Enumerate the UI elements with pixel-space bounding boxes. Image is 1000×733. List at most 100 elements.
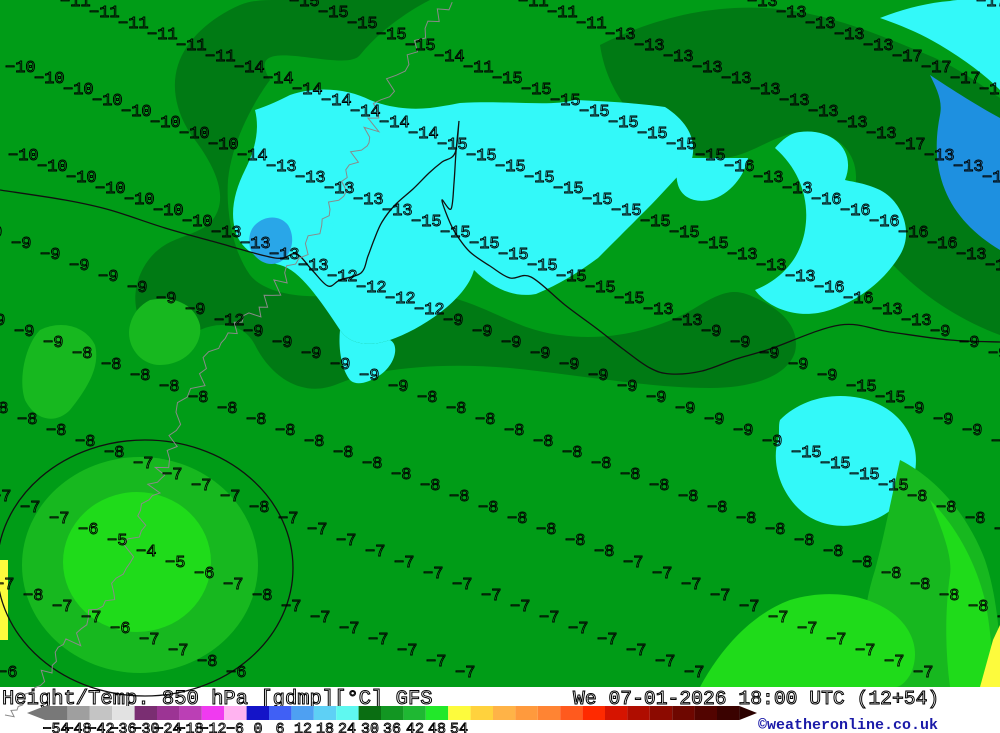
svg-text:−9: −9 [762, 433, 782, 452]
svg-text:−16: −16 [898, 224, 929, 243]
svg-text:−9: −9 [0, 224, 2, 243]
svg-text:−7: −7 [681, 576, 701, 595]
svg-text:−7: −7 [455, 664, 475, 683]
svg-text:18: 18 [316, 721, 334, 733]
svg-text:−15: −15 [878, 477, 909, 496]
svg-text:−15: −15 [640, 213, 671, 232]
svg-text:−7: −7 [539, 609, 559, 628]
svg-text:−7: −7 [49, 510, 69, 529]
svg-text:−9: −9 [959, 334, 979, 353]
svg-text:−8: −8 [72, 345, 92, 364]
svg-text:−10: −10 [150, 114, 181, 133]
svg-text:−9: −9 [962, 422, 982, 441]
svg-text:−8: −8 [736, 510, 756, 529]
svg-text:−10: −10 [179, 125, 210, 144]
svg-text:−15: −15 [846, 378, 877, 397]
svg-text:−14: −14 [292, 81, 323, 100]
svg-text:−7: −7 [739, 598, 759, 617]
svg-text:−13: −13 [382, 202, 413, 221]
svg-text:−9: −9 [98, 268, 118, 287]
svg-text:−13: −13 [240, 235, 271, 254]
svg-text:−13: −13 [269, 246, 300, 265]
svg-text:−8: −8 [594, 543, 614, 562]
svg-text:−17: −17 [947, 0, 978, 1]
svg-text:−13: −13 [985, 257, 1000, 276]
svg-text:−13: −13 [776, 4, 807, 23]
svg-text:−13: −13 [805, 15, 836, 34]
svg-text:−16: −16 [869, 213, 900, 232]
svg-text:−7: −7 [797, 620, 817, 639]
svg-text:−7: −7 [365, 543, 385, 562]
svg-text:−8: −8 [420, 477, 440, 496]
svg-text:−9: −9 [701, 323, 721, 342]
svg-text:−6: −6 [0, 664, 17, 683]
svg-text:−8: −8 [562, 444, 582, 463]
svg-text:−6: −6 [78, 521, 98, 540]
svg-text:−9: −9 [559, 356, 579, 375]
svg-text:−8: −8 [620, 466, 640, 485]
svg-text:−15: −15 [495, 158, 526, 177]
svg-text:−9: −9 [646, 389, 666, 408]
svg-text:−8: −8 [765, 521, 785, 540]
svg-text:−5: −5 [107, 532, 127, 551]
svg-text:−15: −15 [492, 70, 523, 89]
svg-text:−9: −9 [817, 367, 837, 386]
svg-text:−8: −8 [504, 422, 524, 441]
svg-text:−8: −8 [246, 411, 266, 430]
svg-text:−13: −13 [779, 92, 810, 111]
svg-text:−13: −13 [863, 37, 894, 56]
svg-text:−8: −8 [881, 565, 901, 584]
svg-text:−7: −7 [162, 466, 182, 485]
svg-text:−8: −8 [939, 587, 959, 606]
svg-text:−15: −15 [318, 4, 349, 23]
svg-text:−16: −16 [843, 290, 874, 309]
svg-text:−10: −10 [92, 92, 123, 111]
svg-text:−17: −17 [892, 48, 923, 67]
svg-text:−7: −7 [223, 576, 243, 595]
svg-text:−7: −7 [339, 620, 359, 639]
svg-text:−11: −11 [118, 15, 149, 34]
svg-text:−8: −8 [159, 378, 179, 397]
svg-text:−12: −12 [356, 279, 387, 298]
svg-text:−13: −13 [785, 268, 816, 287]
svg-text:−7: −7 [168, 642, 188, 661]
svg-text:−9: −9 [733, 422, 753, 441]
svg-text:−8: −8 [0, 400, 8, 419]
svg-text:−7: −7 [368, 631, 388, 650]
svg-text:−8: −8 [794, 532, 814, 551]
svg-text:−15: −15 [347, 15, 378, 34]
svg-text:−8: −8 [907, 488, 927, 507]
svg-text:−7: −7 [913, 664, 933, 683]
svg-text:−15: −15 [411, 213, 442, 232]
svg-text:−15: −15 [608, 114, 639, 133]
svg-text:−7: −7 [0, 576, 14, 595]
svg-text:−13: −13 [211, 224, 242, 243]
svg-text:−8: −8 [823, 543, 843, 562]
svg-text:−9: −9 [40, 246, 60, 265]
svg-text:−8: −8 [965, 510, 985, 529]
svg-text:−10: −10 [5, 59, 36, 78]
svg-text:−15: −15 [469, 235, 500, 254]
svg-text:12: 12 [294, 721, 312, 733]
svg-text:−9: −9 [443, 312, 463, 331]
svg-text:−7: −7 [623, 554, 643, 573]
svg-text:−9: −9 [904, 400, 924, 419]
svg-text:−11: −11 [147, 26, 178, 45]
svg-text:−13: −13 [901, 312, 932, 331]
svg-text:−13: −13 [956, 246, 987, 265]
svg-text:−15: −15 [437, 136, 468, 155]
svg-text:−7: −7 [655, 653, 675, 672]
svg-text:−12: −12 [385, 290, 416, 309]
svg-text:−7: −7 [281, 598, 301, 617]
svg-text:−10: −10 [95, 180, 126, 199]
svg-text:−9: −9 [69, 257, 89, 276]
svg-text:−17: −17 [976, 0, 1000, 12]
svg-text:6: 6 [275, 721, 284, 733]
svg-text:−11: −11 [205, 48, 236, 67]
svg-text:−7: −7 [397, 642, 417, 661]
svg-text:−7: −7 [307, 521, 327, 540]
svg-text:−15: −15 [669, 224, 700, 243]
svg-text:−11: −11 [576, 15, 607, 34]
svg-text:−7: −7 [336, 532, 356, 551]
svg-text:−17: −17 [921, 59, 952, 78]
